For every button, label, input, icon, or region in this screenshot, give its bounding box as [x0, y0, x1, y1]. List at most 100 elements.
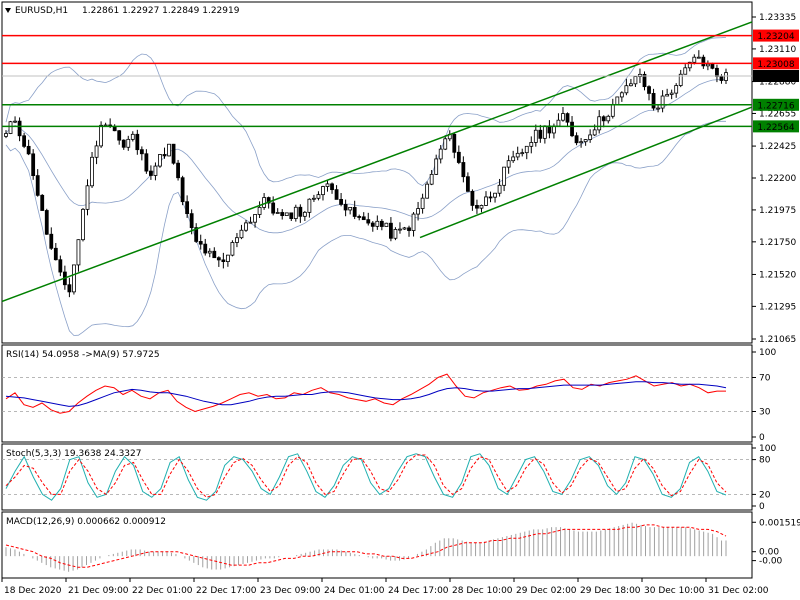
candle-body: [416, 208, 420, 215]
candle-body: [389, 222, 393, 239]
candlesticks: [4, 50, 728, 298]
axis-tick-label: 30: [759, 408, 771, 418]
candle-body: [579, 141, 583, 144]
candle-body: [429, 173, 434, 185]
candle-body: [253, 214, 257, 223]
candle-body: [452, 133, 457, 153]
candle-body: [139, 149, 144, 155]
support-tag-1-bg: [753, 98, 799, 111]
candle-body: [72, 264, 76, 293]
rsi-pane: RSI(14) 54.0958 ->MA(9) 57.9725 100 70 30 0: [1, 344, 776, 443]
candle-body: [619, 92, 624, 98]
candle-body: [497, 184, 502, 194]
candle-body: [207, 250, 212, 254]
candle-body: [683, 67, 688, 75]
candle-body: [325, 183, 330, 187]
bollinger-bands: [5, 37, 727, 336]
candle-body: [26, 145, 31, 155]
candle-body: [289, 212, 294, 219]
candle-body: [488, 196, 493, 199]
candle-body: [606, 115, 611, 122]
candle-body: [475, 205, 479, 209]
dropdown-arrow-icon[interactable]: [5, 8, 11, 13]
candle-body: [31, 153, 36, 177]
price-tick-label: 1.23335: [759, 13, 796, 23]
candle-body: [194, 227, 199, 242]
current-price-tag: 1.22919: [757, 73, 794, 83]
channel-lines: [1, 21, 753, 303]
candle-body: [506, 160, 511, 168]
support-tag-2-bg: [753, 120, 799, 133]
price-pane-frame: [1, 1, 753, 344]
candle-body: [339, 199, 343, 205]
candle-body: [570, 121, 574, 137]
candle-body: [651, 93, 656, 109]
candle-body: [321, 186, 325, 196]
candle-body: [158, 154, 162, 167]
macd-pane-frame: [1, 511, 753, 579]
candle-body: [465, 176, 470, 192]
candle-body: [221, 259, 226, 263]
candle-body: [692, 56, 697, 63]
rsi-plot: [2, 373, 752, 414]
candle-body: [515, 152, 520, 158]
channel-lower-line: [419, 106, 753, 239]
candle-body: [153, 165, 158, 176]
candle-body: [674, 85, 679, 94]
candle-body: [479, 205, 484, 209]
candle-body: [615, 96, 620, 105]
candle-body: [366, 219, 371, 224]
candle-body: [144, 153, 149, 172]
resistance-tag-1: 1.23204: [757, 32, 794, 42]
axis-tick-label: 100: [759, 348, 776, 358]
time-tick-label: 30 Dec 10:00: [644, 586, 705, 596]
candle-body: [638, 73, 642, 77]
candle-body: [552, 125, 556, 134]
time-tick-label: 23 Dec 09:00: [260, 586, 321, 596]
candle-body: [81, 208, 85, 241]
stochastic-title: Stoch(5,3,3) 19.3638 24.3327: [6, 449, 141, 459]
axis-tick-label: 0.001519: [759, 518, 800, 528]
candle-body: [302, 211, 307, 217]
candle-body: [117, 130, 122, 141]
series-line-0: [5, 453, 727, 501]
price-tick-label: 1.21750: [759, 238, 796, 248]
candle-body: [198, 241, 203, 245]
candle-body: [330, 183, 334, 191]
candle-body: [293, 206, 298, 219]
macd-axis: 0.001519 0.00-0.00: [752, 518, 800, 567]
candle-body: [502, 166, 507, 186]
candle-body: [185, 201, 190, 215]
candle-body: [461, 162, 466, 178]
axis-tick-label: 0: [759, 433, 765, 443]
candle-body: [162, 154, 167, 157]
resistance-tag-2-bg: [753, 57, 799, 70]
rsi-axis: 100 70 30 0: [752, 348, 776, 443]
candle-body: [244, 222, 248, 231]
candle-body: [715, 67, 719, 77]
candle-body: [239, 229, 244, 239]
series-line-0: [5, 373, 726, 414]
candle-body: [271, 202, 276, 214]
time-tick-label: 31 Dec 02:00: [708, 586, 769, 596]
stochastic-plot: [2, 453, 752, 501]
macd-title: MACD(12,26,9) 0.000662 0.000912: [6, 517, 166, 527]
time-tick-label: 28 Dec 10:00: [452, 586, 513, 596]
candle-body: [624, 85, 629, 94]
candle-body: [656, 107, 660, 110]
candle-body: [665, 94, 670, 97]
price-tick-label: 1.21520: [759, 270, 796, 280]
candle-body: [230, 242, 235, 256]
candle-body: [49, 233, 54, 249]
candle-body: [275, 212, 280, 214]
support-tag-2: 1.22564: [757, 123, 794, 133]
candle-body: [398, 228, 402, 231]
candle-body: [402, 227, 407, 230]
candle-body: [22, 135, 27, 147]
price-tick-label: 1.22655: [759, 109, 796, 119]
candle-body: [411, 213, 416, 231]
candle-body: [705, 63, 710, 67]
candle-body: [678, 73, 683, 86]
candle-body: [361, 216, 366, 221]
candle-body: [8, 121, 13, 134]
